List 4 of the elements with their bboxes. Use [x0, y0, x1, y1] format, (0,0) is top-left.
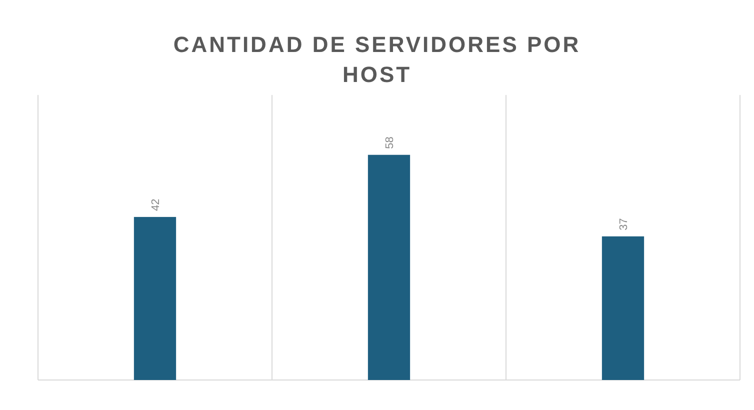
- data-label: 37: [618, 218, 630, 230]
- chart-title: CANTIDAD DE SERVIDORES POR HOST: [173, 32, 581, 87]
- data-label: 42: [150, 198, 162, 211]
- data-label: 58: [384, 136, 396, 149]
